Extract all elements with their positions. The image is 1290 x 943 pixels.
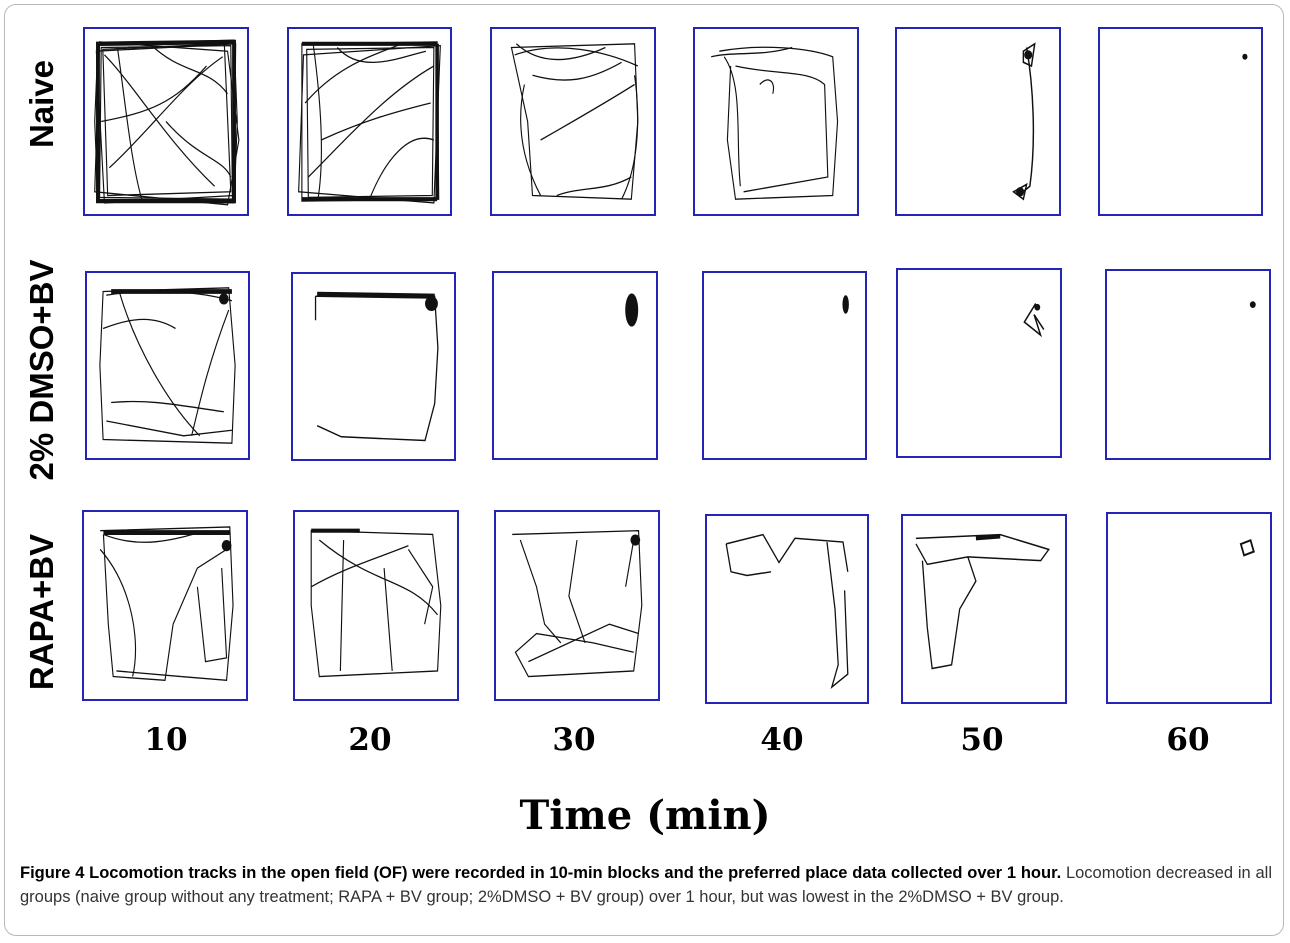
x-axis-title: Time (min): [519, 792, 771, 839]
track-panel-dmso-40: [702, 271, 867, 460]
time-tick-50: 50: [960, 722, 1004, 758]
figure-caption: Figure 4 Locomotion tracks in the open f…: [20, 861, 1272, 909]
time-tick-30: 30: [552, 722, 596, 758]
track-panel-dmso-20: [291, 272, 456, 461]
track-panel-naive-50: [895, 27, 1061, 216]
track-panel-rapa-20: [293, 510, 459, 701]
track-panel-rapa-50: [901, 514, 1067, 704]
track-panel-rapa-60: [1106, 512, 1272, 704]
track-panel-rapa-10: [82, 510, 248, 701]
row-label-rapa-bv: RAPA+BV: [23, 533, 60, 691]
track-panel-naive-20: [287, 27, 452, 216]
track-panel-rapa-40: [705, 514, 869, 704]
time-tick-20: 20: [348, 722, 392, 758]
time-tick-60: 60: [1166, 722, 1210, 758]
caption-body: Locomotion decreased in all groups (naiv…: [20, 864, 1272, 906]
row-label-naive: Naive: [23, 59, 60, 149]
figure-4: Naive 2% DMSO+BV RAPA+BV: [23, 27, 1272, 839]
time-tick-10: 10: [144, 722, 188, 758]
time-tick-40: 40: [760, 722, 804, 758]
track-panel-naive-10: [83, 27, 249, 216]
track-panel-dmso-50: [896, 268, 1062, 458]
caption-title: Figure 4 Locomotion tracks in the open f…: [20, 864, 1062, 882]
row-label-dmso-bv: 2% DMSO+BV: [23, 259, 60, 481]
track-panel-dmso-30: [492, 271, 658, 460]
track-panel-rapa-30: [494, 510, 660, 701]
track-panel-dmso-10: [85, 271, 250, 460]
track-panel-dmso-60: [1105, 269, 1271, 460]
track-panel-naive-60: [1098, 27, 1263, 216]
track-panel-naive-30: [490, 27, 656, 216]
track-panel-naive-40: [693, 27, 859, 216]
